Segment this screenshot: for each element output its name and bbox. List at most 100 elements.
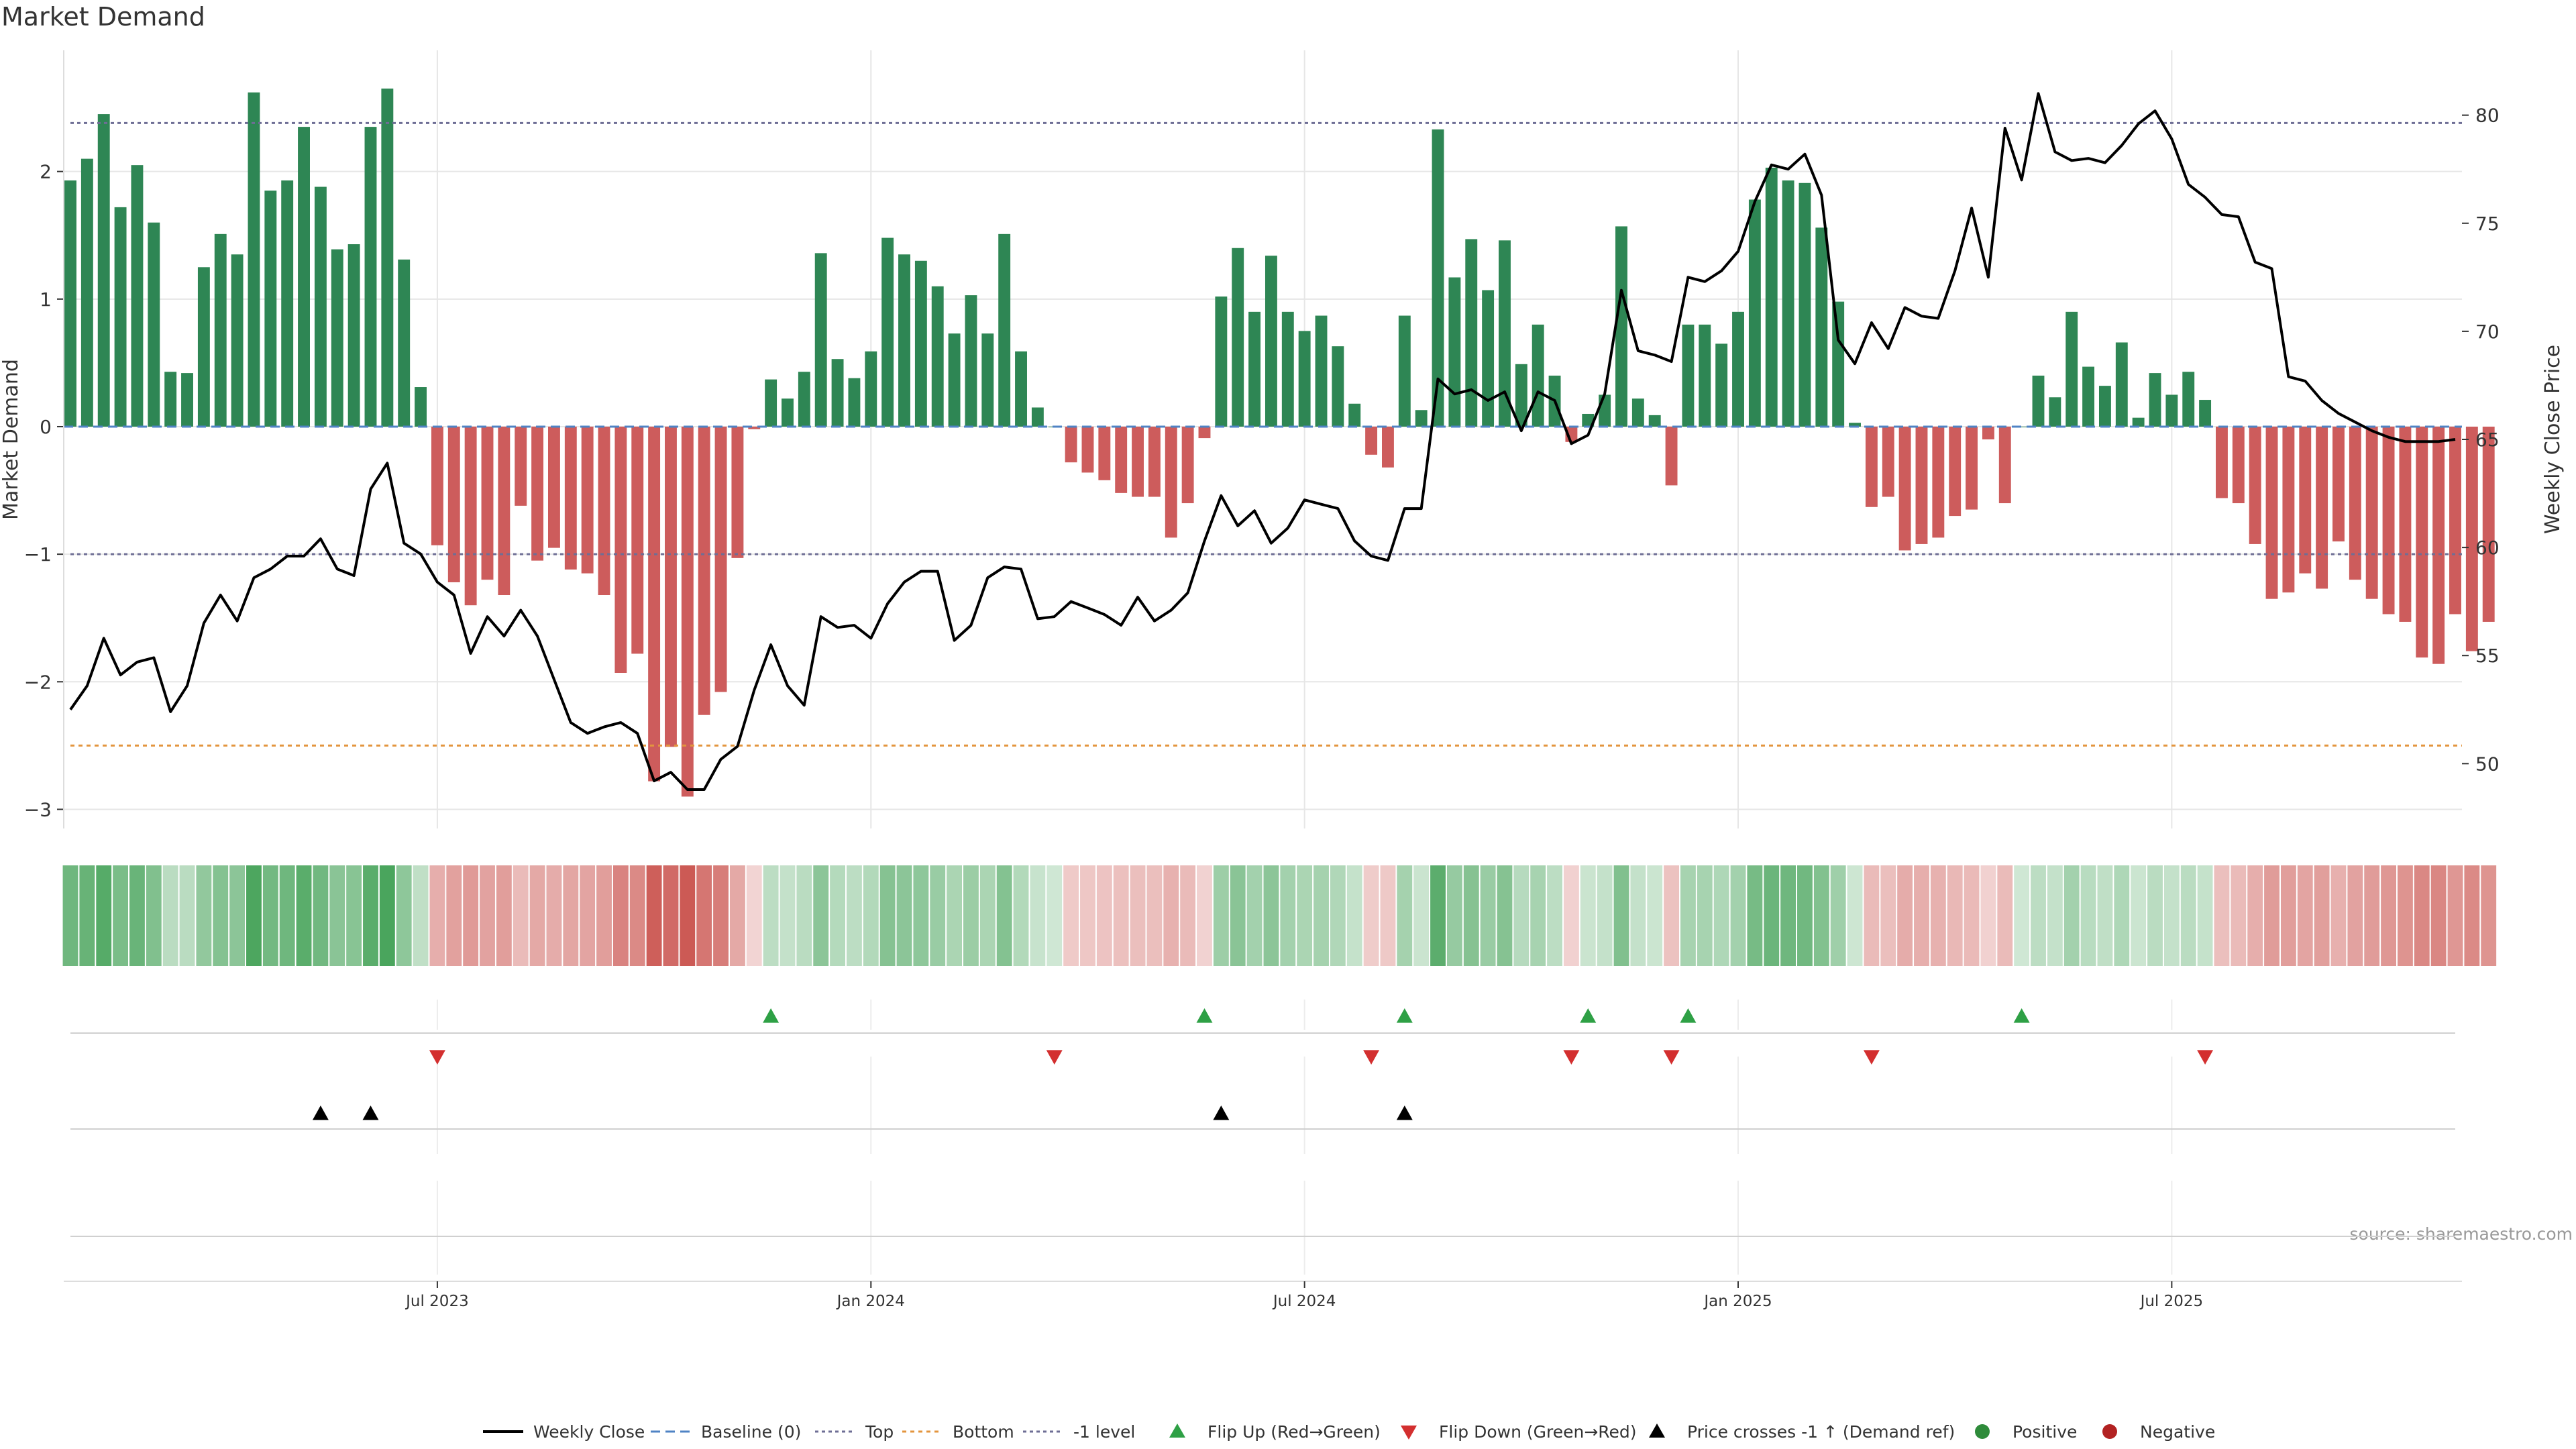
heat-cell <box>1397 865 1413 966</box>
event-markers <box>70 1008 2455 1237</box>
heat-cell <box>746 865 762 966</box>
heat-cell <box>1363 865 1379 966</box>
heat-cell <box>796 865 812 966</box>
demand-bar <box>2216 426 2228 498</box>
legend-swatch-negative-dot <box>2102 1424 2117 1439</box>
price-cross-marker <box>1213 1106 1230 1120</box>
heat-cell <box>1313 865 1329 966</box>
demand-bar <box>464 426 477 606</box>
demand-bars <box>64 89 2495 797</box>
demand-bar <box>1815 227 1828 427</box>
heat-cell <box>129 865 145 966</box>
demand-bar <box>665 426 677 747</box>
demand-bar <box>2149 373 2161 427</box>
heat-cell <box>2280 865 2296 966</box>
heat-cell <box>1713 865 1729 966</box>
demand-bar <box>1782 180 1794 427</box>
heat-cell <box>62 865 78 966</box>
heat-cell <box>596 865 612 966</box>
legend-label: Flip Up (Red→Green) <box>1208 1422 1381 1442</box>
demand-bar <box>1198 426 1211 439</box>
demand-bar <box>1915 426 1928 544</box>
reference-lines <box>64 121 2462 747</box>
flip-down-marker <box>1863 1050 1880 1065</box>
heat-cell <box>1947 865 1963 966</box>
demand-bar <box>948 333 961 427</box>
heat-cell <box>346 865 362 966</box>
demand-bar <box>2098 386 2111 427</box>
heat-cell <box>1847 865 1863 966</box>
demand-bar <box>1832 301 1845 427</box>
heat-cell <box>146 865 162 966</box>
x-axis: Jul 2023 Jan 2024 Jul 2024 Jan 2025 Jul 2025 <box>64 1281 2462 1310</box>
chart-title: Market Demand <box>1 2 205 32</box>
demand-bar <box>281 180 294 427</box>
price-cross-marker <box>312 1106 329 1120</box>
demand-bar <box>1332 346 1344 427</box>
demand-bar <box>2199 400 2212 427</box>
heat-cell <box>446 865 462 966</box>
heat-cell <box>2180 865 2196 966</box>
y-tick-label: −3 <box>24 798 52 820</box>
y-tick-label: 1 <box>40 288 52 311</box>
heat-cell <box>680 865 696 966</box>
heat-cell <box>196 865 212 966</box>
demand-bar <box>1482 290 1495 427</box>
heat-cell <box>1463 865 1479 966</box>
heat-cell <box>2297 865 2313 966</box>
heat-cell <box>2347 865 2363 966</box>
demand-bar <box>2249 426 2261 544</box>
demand-bar <box>564 426 577 570</box>
heat-cell <box>429 865 445 966</box>
demand-bar <box>431 426 443 545</box>
demand-bar <box>1799 182 1811 427</box>
y2-tick-label: 50 <box>2475 753 2500 775</box>
demand-bar <box>398 259 411 427</box>
flip-up-marker <box>763 1008 780 1023</box>
flip-down-marker <box>1363 1050 1380 1065</box>
heat-cell <box>763 865 779 966</box>
legend-item: Flip Down (Green→Red) <box>1401 1422 1637 1442</box>
demand-bar <box>1031 407 1044 427</box>
legend-label: Bottom <box>953 1422 1014 1442</box>
heat-cell <box>2147 865 2163 966</box>
y2-tick-label: 55 <box>2475 645 2500 667</box>
heat-cell <box>1530 865 1546 966</box>
demand-bar <box>1265 256 1277 427</box>
heat-cell <box>413 865 429 966</box>
demand-bar <box>1748 199 1761 427</box>
legend-label: -1 level <box>1073 1422 1135 1442</box>
heat-cell <box>2080 865 2096 966</box>
demand-bar <box>1132 426 1144 497</box>
demand-bar <box>1949 426 1962 517</box>
demand-bar <box>2065 311 2078 427</box>
demand-bar <box>181 373 193 427</box>
demand-bar <box>1298 331 1311 427</box>
legend-item: Negative <box>2102 1422 2215 1442</box>
heat-cell <box>496 865 512 966</box>
heat-cell <box>113 865 129 966</box>
demand-bar <box>981 333 994 427</box>
demand-bar <box>97 114 110 427</box>
heat-cell <box>480 865 495 966</box>
heat-cell <box>1897 865 1913 966</box>
heat-cell <box>1580 865 1596 966</box>
heat-cell <box>262 865 278 966</box>
demand-bar <box>2316 426 2328 589</box>
demand-bar <box>331 249 343 427</box>
demand-bar <box>1348 403 1361 427</box>
legend-label: Baseline (0) <box>701 1422 801 1442</box>
demand-bar <box>2449 426 2461 614</box>
legend-item: Flip Up (Red→Green) <box>1169 1422 1381 1442</box>
demand-bar <box>1098 426 1111 480</box>
demand-bar <box>1081 426 1094 473</box>
flip-up-marker <box>1580 1008 1597 1023</box>
demand-bar <box>631 426 644 654</box>
demand-bar <box>2082 366 2095 427</box>
heat-cell <box>2097 865 2113 966</box>
demand-bar <box>1982 426 1994 439</box>
grid-lines <box>64 50 2462 1275</box>
heat-cell <box>1813 865 1829 966</box>
legend-swatch-flip-down-icon <box>1401 1426 1417 1440</box>
